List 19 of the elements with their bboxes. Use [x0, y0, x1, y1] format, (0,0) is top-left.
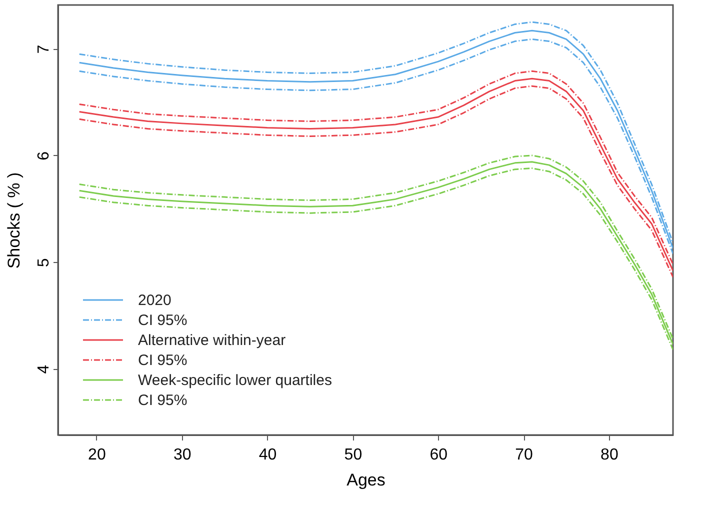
legend-label: Alternative within-year: [138, 332, 286, 349]
x-tick-label: 40: [258, 446, 277, 464]
x-axis-title: Ages: [346, 470, 386, 490]
legend-label: CI 95%: [138, 392, 188, 409]
y-axis-title: Shocks ( % ): [4, 172, 24, 269]
y-tick-label: 5: [36, 258, 52, 268]
legend-label: CI 95%: [138, 312, 188, 329]
y-tick-label: 4: [36, 364, 52, 374]
x-tick-label: 80: [600, 446, 618, 464]
x-tick-label: 20: [88, 446, 106, 464]
x-tick-label: 60: [430, 446, 448, 464]
x-tick-label: 30: [173, 446, 192, 464]
x-tick-label: 70: [515, 446, 534, 464]
legend-label: Week-specific lower quartiles: [138, 372, 332, 389]
legend-label: CI 95%: [138, 352, 188, 369]
y-tick-label: 7: [36, 44, 52, 54]
y-tick-label: 6: [36, 151, 52, 160]
legend-label: 2020: [138, 292, 172, 309]
x-tick-label: 50: [344, 446, 362, 464]
